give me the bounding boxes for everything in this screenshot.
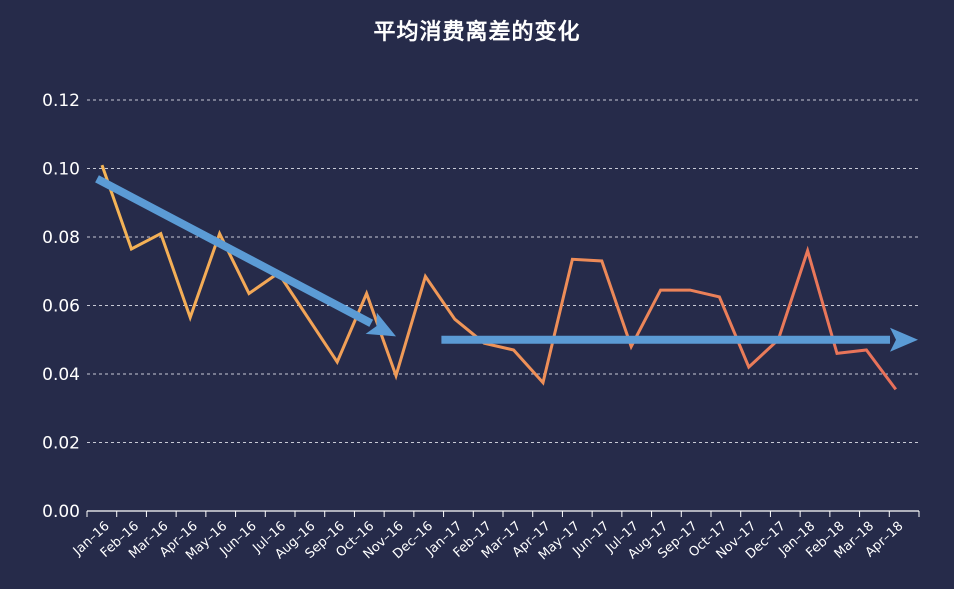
trend-arrow [95,175,396,337]
trend-arrow [441,327,918,352]
y-tick-label: 0.00 [42,502,80,522]
y-tick-label: 0.08 [42,228,80,248]
chart-title: 平均消费离差的变化 [373,20,581,45]
arrow-head [890,327,918,352]
y-tick-label: 0.12 [42,91,80,111]
y-tick-label: 0.06 [42,297,80,317]
arrow-head [365,312,396,337]
axes: 0.000.020.040.060.080.100.12Jan–16Feb–16… [42,91,920,563]
y-tick-label: 0.10 [42,160,80,180]
series-layer [100,164,898,391]
trend-arrows [95,175,918,352]
grid-lines [87,99,919,443]
y-tick-label: 0.02 [42,434,80,454]
series-line [100,164,898,391]
y-tick-label: 0.04 [42,365,80,385]
arrow-shaft [95,175,374,327]
